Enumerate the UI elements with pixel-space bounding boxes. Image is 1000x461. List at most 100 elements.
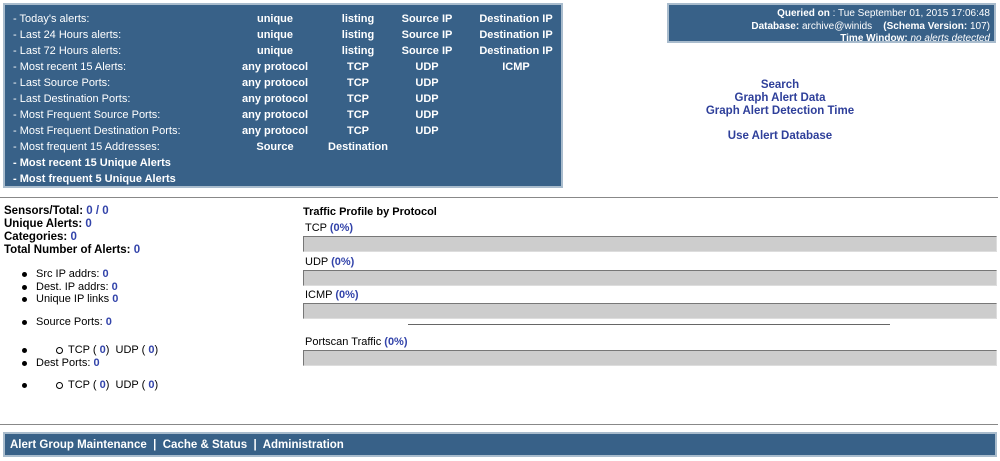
dst-tcp-link[interactable]: 0 <box>99 379 106 391</box>
summary-stats: Sensors/Total: 0 / 0 Unique Alerts: 0 Ca… <box>4 205 141 256</box>
menu-link[interactable]: any protocol <box>241 109 309 121</box>
search-link[interactable]: Search <box>760 79 800 91</box>
separator: | <box>253 439 257 451</box>
menu-link[interactable]: TCP <box>347 125 369 137</box>
menu-link[interactable]: any protocol <box>241 125 309 137</box>
dst-ip-link[interactable]: 0 <box>111 280 118 293</box>
unique-alerts-label: Unique Alerts: <box>4 218 83 230</box>
menu-row-label: - Most Frequent Source Ports: <box>13 109 161 121</box>
menu-link[interactable]: Destination IP <box>479 13 553 25</box>
menu-row: - Most recent 15 Alerts: any protocol TCP U… <box>13 59 553 75</box>
menu-row-label[interactable]: - Most recent 15 Unique Alerts <box>13 157 171 169</box>
graph-alert-detection-time-link[interactable]: Graph Alert Detection Time <box>705 105 855 117</box>
menu-link[interactable]: UDP <box>415 77 439 89</box>
menu-link[interactable]: TCP <box>347 77 369 89</box>
schema-label: (Schema Version: <box>883 20 968 32</box>
time-window-value: no alerts detected <box>907 33 990 44</box>
total-alerts-label: Total Number of Alerts: <box>4 244 131 256</box>
icmp-traffic-bar <box>303 303 997 319</box>
menu-link[interactable]: unique <box>256 45 294 57</box>
use-alert-database-link[interactable]: Use Alert Database <box>727 130 833 142</box>
menu-link[interactable]: Source <box>256 141 294 153</box>
menu-row-label[interactable]: - Most frequent 5 Unique Alerts <box>13 173 176 185</box>
queried-label: Queried on <box>777 8 830 19</box>
menu-row: - Last 72 Hours alerts: unique listing Sour… <box>13 43 553 59</box>
src-tcp-link[interactable]: 0 <box>99 344 106 356</box>
menu-link[interactable]: any protocol <box>241 61 309 73</box>
divider <box>0 424 998 425</box>
menu-link[interactable]: listing <box>341 45 375 57</box>
sensors-total: 0 <box>102 205 109 217</box>
menu-link[interactable]: any protocol <box>241 77 309 89</box>
menu-link[interactable]: Destination <box>328 141 388 153</box>
menu-link[interactable]: UDP <box>415 125 439 137</box>
menu-row: - Most Frequent Source Ports: any protoco… <box>13 107 553 123</box>
src-ports-link[interactable]: 0 <box>105 315 112 328</box>
src-ports-proto-item: TCP ( 0) UDP ( 0) <box>22 344 158 357</box>
menu-link[interactable]: unique <box>256 13 294 25</box>
ip-links-item: Unique IP links 0 <box>22 293 158 306</box>
icmp-label: ICMP (0%) <box>305 289 359 301</box>
menu-link[interactable]: Destination IP <box>479 29 553 41</box>
menu-link[interactable]: TCP <box>347 109 369 121</box>
menu-link[interactable]: TCP <box>347 93 369 105</box>
unique-alerts-link[interactable]: 0 <box>85 218 92 230</box>
menu-row-label: - Last Destination Ports: <box>13 93 131 105</box>
menu-link[interactable]: UDP <box>415 61 439 73</box>
schema-value: 107) <box>967 20 990 32</box>
menu-row-label: - Last 24 Hours alerts: <box>13 29 122 41</box>
menu-link[interactable]: ICMP <box>502 61 530 73</box>
menu-link[interactable]: listing <box>341 13 375 25</box>
src-ports-item: Source Ports: 0 <box>22 316 158 329</box>
menu-link[interactable]: UDP <box>415 93 439 105</box>
menu-row-label: - Last Source Ports: <box>13 77 111 89</box>
footer-nav: Alert Group Maintenance | Cache & Status… <box>3 432 997 457</box>
src-ip-link[interactable]: 0 <box>102 268 109 280</box>
traffic-divider <box>408 324 890 325</box>
database-label: Database: <box>751 20 800 32</box>
tcp-traffic-bar <box>303 236 997 252</box>
graph-alert-data-link[interactable]: Graph Alert Data <box>734 92 826 104</box>
dst-ip-item: Dest. IP addrs: 0 <box>22 281 158 294</box>
ip-links-link[interactable]: 0 <box>112 293 119 305</box>
alert-group-maintenance-link[interactable]: Alert Group Maintenance <box>10 439 147 451</box>
query-info-panel: Queried on : Tue September 01, 2015 17:0… <box>667 3 996 44</box>
portscan-label: Portscan Traffic (0%) <box>305 336 408 348</box>
sensors-link[interactable]: 0 <box>86 205 93 217</box>
menu-link[interactable]: Source IP <box>401 13 453 25</box>
dst-ports-item: Dest Ports: 0 <box>22 357 158 370</box>
udp-label: UDP (0%) <box>305 256 355 268</box>
src-ip-item: Src IP addrs: 0 <box>22 268 158 281</box>
menu-link[interactable]: Source IP <box>401 45 453 57</box>
traffic-profile-title: Traffic Profile by Protocol <box>303 206 437 218</box>
menu-row: - Most Frequent Destination Ports: any pr… <box>13 123 553 139</box>
total-alerts-link[interactable]: 0 <box>133 244 141 256</box>
menu-link[interactable]: Source IP <box>401 29 453 41</box>
menu-row-label: - Last 72 Hours alerts: <box>13 45 122 57</box>
menu-row-label: - Most recent 15 Alerts: <box>13 61 127 73</box>
categories-link[interactable]: 0 <box>70 231 77 243</box>
database-value: archive@winids <box>799 20 873 32</box>
menu-row: - Last 24 Hours alerts: unique listing Sour… <box>13 27 553 43</box>
cache-status-link[interactable]: Cache & Status <box>162 439 248 451</box>
administration-link[interactable]: Administration <box>262 439 344 451</box>
tcp-label: TCP (0%) <box>305 222 354 234</box>
menu-row: - Last Destination Ports: any protocol TCP… <box>13 91 553 107</box>
menu-link[interactable]: listing <box>341 29 375 41</box>
menu-row: - Today's alerts: unique listing Source IP D… <box>13 11 553 27</box>
dst-ports-proto-item: TCP ( 0) UDP ( 0) <box>22 379 158 392</box>
dst-ports-link[interactable]: 0 <box>93 356 100 369</box>
menu-row-label: - Most frequent 15 Addresses: <box>13 141 160 153</box>
menu-link[interactable]: Destination IP <box>479 45 553 57</box>
dst-udp-link[interactable]: 0 <box>148 379 155 391</box>
menu-link[interactable]: unique <box>256 29 294 41</box>
separator: | <box>153 439 157 451</box>
menu-link[interactable]: TCP <box>347 61 369 73</box>
menu-link[interactable]: UDP <box>415 109 439 121</box>
src-udp-link[interactable]: 0 <box>148 344 155 356</box>
udp-traffic-bar <box>303 270 997 286</box>
categories-label: Categories: <box>4 231 68 243</box>
menu-row-label: - Today's alerts: <box>13 13 90 25</box>
menu-link[interactable]: any protocol <box>241 93 309 105</box>
menu-row-label: - Most Frequent Destination Ports: <box>13 125 181 137</box>
